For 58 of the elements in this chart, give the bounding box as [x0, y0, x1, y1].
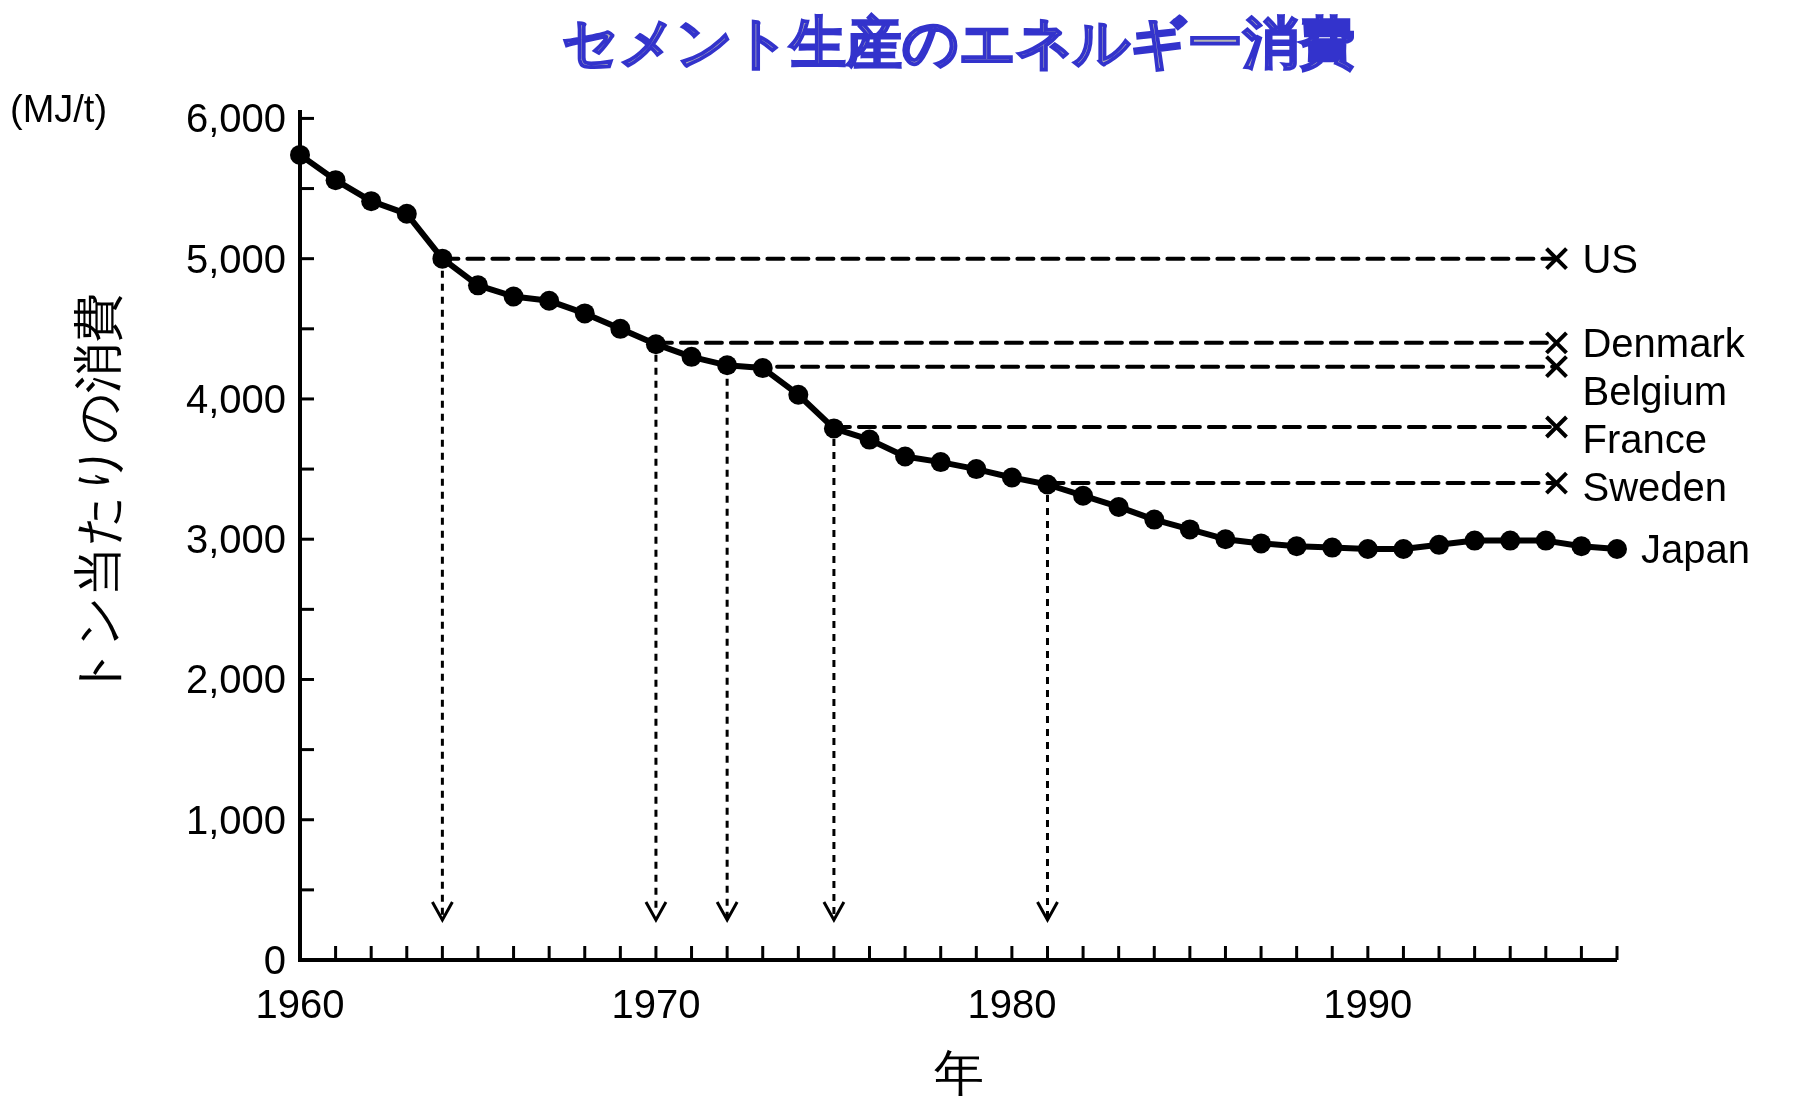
point	[1322, 537, 1343, 558]
point	[1500, 530, 1521, 551]
point	[859, 429, 880, 450]
point	[325, 170, 346, 191]
point	[1357, 539, 1378, 560]
y-axis-title: トン当たりの消費	[70, 292, 126, 698]
y-tick-label: 5,000	[185, 236, 286, 281]
point	[681, 346, 702, 367]
point	[1544, 246, 1569, 271]
point	[1286, 536, 1307, 557]
x-tick-label: 1970	[611, 982, 701, 1026]
point	[574, 303, 595, 324]
point	[1393, 539, 1414, 560]
point	[361, 191, 382, 212]
point	[467, 275, 488, 296]
text: (MJ/t)	[10, 88, 108, 130]
point	[396, 203, 417, 224]
point	[788, 384, 809, 405]
point	[503, 286, 524, 307]
y-tick-label: 3,000	[185, 517, 286, 562]
point	[1001, 467, 1022, 488]
point	[1571, 536, 1592, 557]
series-label: Denmark	[1582, 320, 1746, 365]
point	[1073, 485, 1094, 506]
y-tick-label: 4,000	[185, 376, 286, 421]
point	[1544, 471, 1569, 496]
point	[290, 144, 310, 165]
series-label: US	[1582, 236, 1639, 281]
series-label: Sweden	[1582, 464, 1728, 509]
series-label: France	[1582, 416, 1707, 461]
y-tick-label: 6,000	[185, 96, 286, 141]
point	[1535, 530, 1556, 551]
point	[1179, 519, 1200, 540]
point	[1544, 354, 1569, 379]
series-label: Japan	[1641, 527, 1750, 572]
point	[539, 290, 560, 311]
point	[930, 452, 951, 473]
point	[1607, 539, 1627, 560]
point	[895, 446, 916, 467]
y-tick-label: 0	[263, 938, 286, 982]
point	[610, 318, 631, 339]
y-tick-label: 2,000	[185, 657, 286, 702]
series-label: Belgium	[1582, 368, 1727, 413]
point	[1108, 496, 1129, 517]
point	[1144, 509, 1165, 530]
point	[1429, 534, 1450, 555]
point	[966, 459, 987, 480]
point	[1215, 529, 1236, 550]
x-axis-title: 年	[933, 1045, 984, 1101]
point	[1544, 330, 1569, 355]
x-tick-label: 1990	[1323, 982, 1413, 1026]
x-tick-label: 1960	[255, 982, 345, 1026]
point	[1544, 415, 1569, 439]
y-tick-label: 1,000	[185, 797, 286, 842]
chart-title: セメント生産のエネルギー消費	[562, 11, 1355, 74]
x-tick-label: 1980	[967, 982, 1057, 1026]
point	[1464, 530, 1485, 551]
point	[1251, 533, 1272, 554]
